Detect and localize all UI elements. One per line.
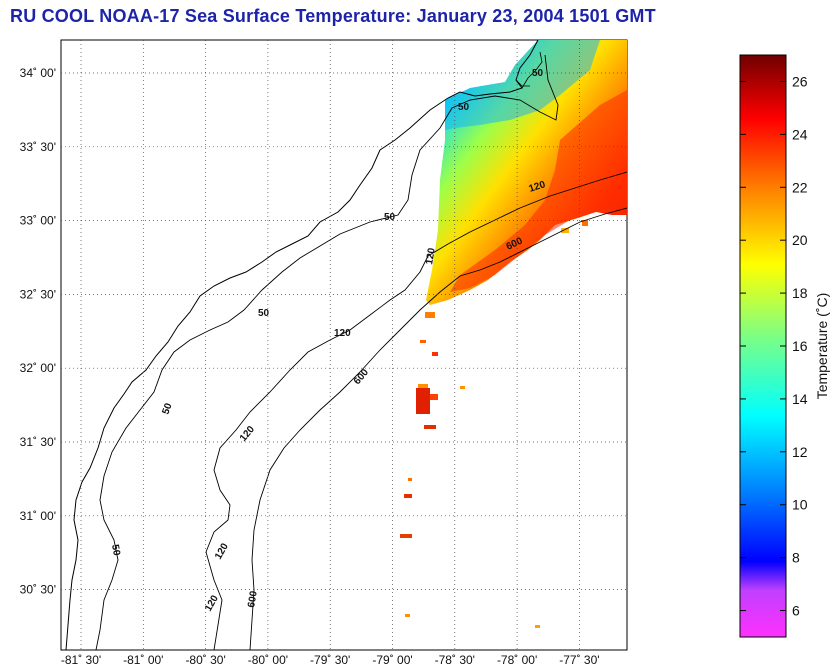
longitude-tick-label: -81˚ 30' [61,653,101,667]
latitude-tick-label: 32˚ 00' [20,361,56,375]
contour-label-50: 50 [532,68,544,79]
longitude-tick-label: -78˚ 00' [497,653,537,667]
map-title: RU COOL NOAA-17 Sea Surface Temperature:… [10,6,656,26]
longitude-tick-label: -78˚ 30' [435,653,475,667]
latitude-tick-label: 34˚ 00' [20,66,56,80]
contour-label-50: 50 [160,401,174,416]
coastline [65,40,539,650]
colorbar-ticks: 6 8 10 12 14 16 18 20 22 24 26 [740,73,808,619]
latitude-tick-labels: 34˚ 00' 33˚ 30' 33˚ 00' 32˚ 30' 32˚ 00' 31˚ 3… [20,66,56,597]
isobath-600 [249,207,627,650]
colorbar-tick-label: 12 [792,444,808,460]
longitude-tick-label: -77˚ 30' [559,653,599,667]
contour-label-50: 50 [258,308,270,319]
isobath-120 [205,171,627,650]
colorbar-tick-label: 26 [792,73,808,89]
sound-outline [515,51,543,89]
longitude-tick-labels: -81˚ 30' -81˚ 00' -80˚ 30' -80˚ 00' -79˚ 30'… [61,653,600,667]
colorbar-label: Temperature (˚C) [814,293,830,400]
latitude-tick-label: 33˚ 00' [20,214,56,228]
contour-labels: 50 50 50 50 50 50 120 120 120 120 120 12… [109,68,547,614]
contour-label-50: 50 [384,212,396,223]
latitude-tick-label: 30˚ 30' [20,583,56,597]
longitude-tick-label: -79˚ 30' [310,653,350,667]
colorbar-tick-label: 16 [792,338,808,354]
colorbar-ramp [739,54,787,638]
colorbar-tick-label: 20 [792,232,808,248]
graticule [61,40,627,650]
colorbar-tick-label: 6 [792,603,800,619]
temperature-colorbar: 6 8 10 12 14 16 18 20 22 24 26 Temperature (˚C) [739,54,830,638]
sst-scattered-pixels [400,220,588,628]
colorbar-tick-label: 14 [792,391,808,407]
sst-cool-region [445,40,600,130]
contour-label-600: 600 [246,590,260,609]
colorbar-tick-label: 22 [792,179,808,195]
contour-label-50: 50 [458,102,470,113]
colorbar-tick-label: 24 [792,126,808,142]
sst-warm-core [450,90,627,292]
contour-label-120: 120 [424,247,438,266]
isobath-50 [95,54,559,650]
latitude-tick-label: 33˚ 30' [20,140,56,154]
longitude-tick-label: -80˚ 30' [185,653,225,667]
longitude-tick-label: -81˚ 00' [123,653,163,667]
longitude-tick-label: -80˚ 00' [248,653,288,667]
longitude-tick-label: -79˚ 00' [372,653,412,667]
colorbar-tick-label: 18 [792,285,808,301]
latitude-tick-label: 31˚ 30' [20,435,56,449]
contour-label-120: 120 [528,179,548,195]
colorbar-tick-label: 10 [792,497,808,513]
latitude-tick-label: 32˚ 30' [20,287,56,301]
contour-label-50: 50 [109,544,122,557]
latitude-tick-label: 31˚ 00' [20,509,56,523]
map-content [65,40,627,650]
colorbar-tick-label: 8 [792,550,800,566]
contour-label-120: 120 [334,328,351,339]
